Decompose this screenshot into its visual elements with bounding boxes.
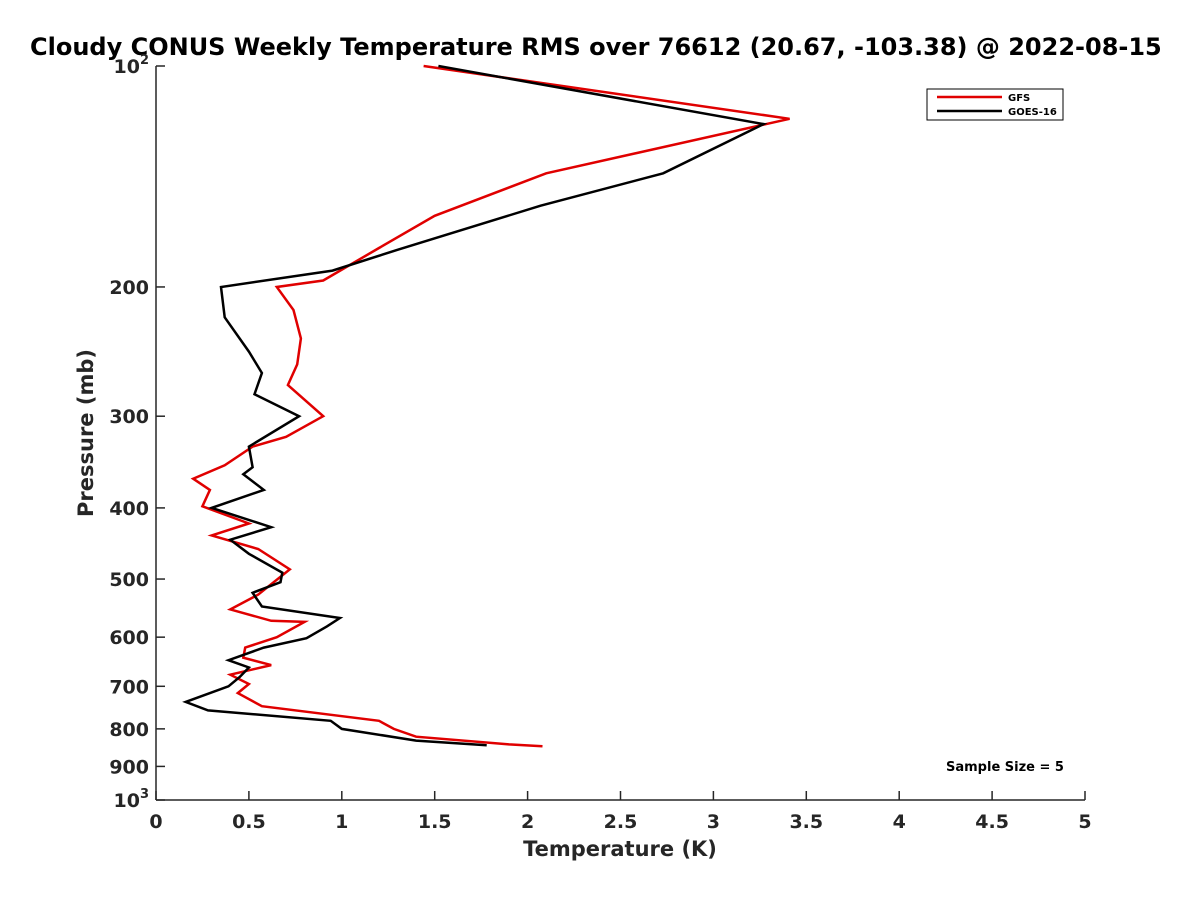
y-tick-label: 300 [109,406,149,428]
series-layer [182,64,790,748]
y-tick-label: 800 [109,719,149,741]
x-tick-label: 1.5 [418,811,452,833]
legend-label-goes-16: GOES-16 [1008,107,1057,118]
x-tick-label: 4.5 [975,811,1009,833]
y-tick-label: 200 [109,277,149,299]
x-tick-label: 5 [1078,811,1091,833]
legend: GFS GOES-16 [926,88,1064,121]
series-line-goes-16 [182,64,768,747]
x-tick-label: 0 [149,811,162,833]
y-tick-label: 900 [109,756,149,778]
sample-size-annotation: Sample Size = 5 [946,760,1064,775]
y-tick-label: 700 [109,676,149,698]
y-tick-label: 500 [109,569,149,591]
x-tick-label: 2 [521,811,534,833]
x-tick-label: 3.5 [789,811,823,833]
x-tick-label: 1 [335,811,348,833]
y-tick-label: 600 [109,627,149,649]
x-tick-label: 3 [707,811,720,833]
x-tick-label: 4 [893,811,906,833]
y-axis-label: Pressure (mb) [74,349,98,517]
chart-title: Cloudy CONUS Weekly Temperature RMS over… [30,33,1162,61]
y-tick-label: 400 [109,498,149,520]
y-tick-label: 103 [114,787,150,812]
x-axis-label: Temperature (K) [523,837,717,861]
legend-box [926,88,1064,121]
series-line-gfs [190,64,790,748]
y-ticks: 102 200 300 400 500 600 700 800 900 103 [109,53,165,812]
y-tick-label: 102 [114,53,150,78]
legend-label-gfs: GFS [1008,93,1030,104]
x-ticks: 0 0.5 1 1.5 2 2.5 3 3.5 4 4.5 5 [149,791,1092,833]
x-tick-label: 0.5 [232,811,266,833]
x-tick-label: 2.5 [604,811,638,833]
